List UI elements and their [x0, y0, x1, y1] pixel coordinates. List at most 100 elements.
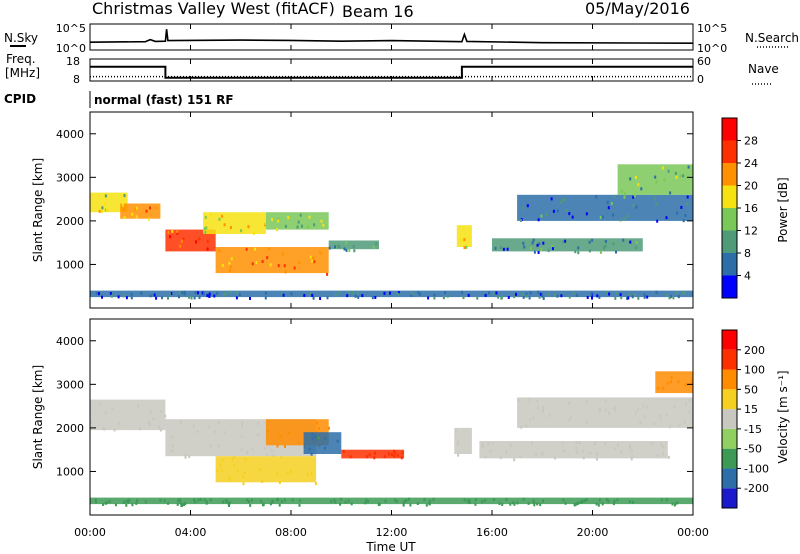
power-region [617, 164, 693, 195]
power-cell [264, 291, 267, 295]
velocity-cell [562, 449, 565, 453]
power-cell [545, 213, 548, 217]
velocity-cell [542, 405, 545, 409]
velocity-cell [336, 439, 339, 443]
power-cell [529, 247, 532, 250]
velocity-cell [394, 498, 397, 502]
velocity-cell [228, 504, 230, 507]
velocity-colorbar-tick-label: 200 [744, 344, 765, 357]
power-cell [322, 223, 325, 227]
velocity-cell [383, 455, 386, 459]
velocity-cell [581, 449, 584, 453]
power-cell [221, 214, 224, 218]
velocity-cell [102, 427, 105, 431]
power-cell [629, 177, 632, 181]
velocity-cell [164, 414, 167, 418]
power-cell [277, 219, 280, 223]
power-cell [328, 246, 331, 250]
power-cell [577, 246, 580, 250]
power-cell [229, 226, 232, 229]
power-region [265, 212, 329, 230]
power-cell [204, 231, 207, 234]
power-cell [354, 294, 357, 298]
velocity-cell [532, 499, 535, 503]
power-cell [179, 244, 182, 248]
velocity-cell [665, 498, 668, 502]
power-cell [462, 296, 465, 300]
power-cell [515, 292, 517, 296]
power-cell [596, 294, 599, 298]
power-cell [682, 174, 685, 178]
power-cell [371, 296, 374, 300]
power-cell [98, 292, 100, 296]
power-cell [140, 291, 143, 295]
power-cell [663, 178, 666, 182]
power-cell [224, 292, 227, 296]
velocity-cell [170, 435, 173, 439]
power-region [456, 225, 472, 247]
velocity-colorbar-tick-label: 100 [744, 364, 765, 377]
velocity-cell [240, 448, 243, 451]
power-cell [522, 206, 525, 210]
velocity-cell [670, 380, 672, 384]
power-cell [623, 195, 626, 199]
velocity-cell [405, 498, 408, 502]
power-cell [190, 296, 193, 300]
power-cell [167, 296, 169, 300]
power-cell [296, 225, 299, 229]
velocity-cell [144, 500, 147, 504]
power-cell [529, 291, 532, 295]
velocity-cell [463, 498, 466, 502]
velocity-cell [562, 498, 565, 502]
power-cell [601, 215, 604, 219]
power-cell [668, 296, 671, 300]
power-cell [607, 206, 610, 210]
power-region [165, 229, 216, 252]
velocity-cell [688, 398, 691, 402]
velocity-cell [513, 502, 516, 506]
velocity-cell [179, 420, 182, 424]
velocity-colorbar-label: Velocity [m s⁻¹] [776, 370, 790, 463]
power-colorbar-tick-label: 20 [744, 180, 758, 193]
power-colorbar-swatch [722, 140, 737, 163]
velocity-cell [519, 455, 522, 458]
velocity-cell [246, 450, 249, 454]
velocity-region [655, 371, 693, 394]
velocity-cell [138, 427, 141, 431]
power-cell [105, 208, 108, 212]
power-cell [603, 246, 605, 250]
power-colorbar: 4 8 12 16 20 24 28 [721, 117, 758, 299]
power-cell [433, 293, 436, 297]
power-cell [417, 291, 420, 294]
velocity-cell [298, 503, 301, 507]
power-cell [538, 242, 541, 246]
power-cell [181, 291, 184, 295]
power-cell [551, 244, 554, 248]
power-cell [161, 296, 163, 300]
velocity-cell [314, 435, 317, 438]
power-cell [338, 290, 341, 294]
power-cell [541, 294, 544, 298]
power-cell [563, 198, 566, 202]
velocity-cell [620, 450, 623, 454]
power-cell [374, 296, 377, 299]
velocity-cell [108, 499, 111, 503]
power-cell [213, 294, 216, 298]
power-cell [605, 291, 608, 295]
power-cell [236, 291, 238, 295]
power-cell [101, 206, 104, 210]
x-tick-label: 08:00 [275, 526, 307, 539]
velocity-cell [104, 501, 107, 505]
power-cell [627, 296, 630, 300]
velocity-cell [334, 500, 337, 504]
power-cell [218, 249, 221, 252]
velocity-cell [233, 463, 235, 467]
velocity-cell [281, 499, 284, 503]
velocity-cell [601, 502, 604, 506]
power-cell [271, 218, 273, 222]
power-cell [619, 293, 622, 297]
velocity-cell [221, 469, 224, 473]
velocity-cell [659, 413, 662, 417]
velocity-cell [159, 428, 162, 432]
power-cell [235, 296, 238, 300]
